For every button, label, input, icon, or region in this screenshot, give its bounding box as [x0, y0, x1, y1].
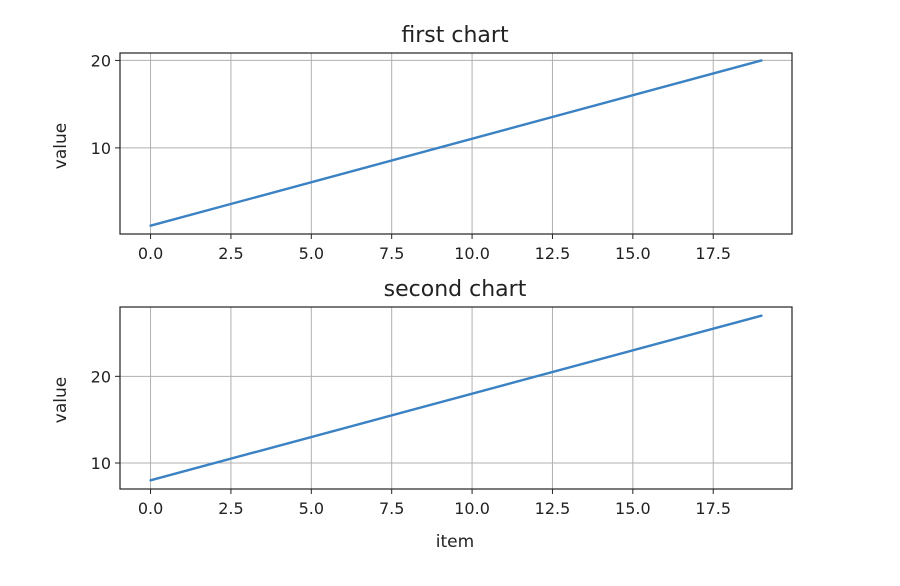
- x-tick-label: 7.5: [379, 244, 404, 263]
- y-axis-label: value: [51, 123, 71, 169]
- x-axis-label: item: [436, 532, 474, 552]
- plot-frame: [119, 52, 793, 235]
- x-tick-label: 2.5: [218, 499, 243, 518]
- y-tick-label: 20: [91, 51, 111, 70]
- chart-first: first chart value 0.0 2.5 5.0 7.5 10.0 12.5 15…: [51, 23, 793, 263]
- chart-title: second chart: [384, 277, 527, 302]
- x-tick-label: 2.5: [218, 244, 243, 263]
- y-tick-label: 10: [91, 139, 111, 158]
- chart-title: first chart: [401, 23, 509, 48]
- plot-frame: [119, 306, 793, 490]
- x-tick-label: 17.5: [695, 499, 731, 518]
- chart-second: second chart value item 0.0 2.5 5.0 7.5 10.0…: [51, 277, 793, 552]
- x-tick-label: 15.0: [615, 244, 651, 263]
- x-tick-label: 10.0: [454, 244, 490, 263]
- x-tick-label: 12.5: [535, 499, 571, 518]
- x-tick-label: 7.5: [379, 499, 404, 518]
- x-tick-label: 0.0: [138, 244, 163, 263]
- series-line: [149, 314, 763, 482]
- x-tick-label: 12.5: [535, 244, 571, 263]
- x-tick-label: 17.5: [695, 244, 731, 263]
- series-line: [149, 59, 763, 227]
- x-tick-label: 5.0: [299, 244, 324, 263]
- y-tick-label: 20: [91, 367, 111, 386]
- y-axis-label: value: [51, 377, 71, 423]
- x-tick-label: 15.0: [615, 499, 651, 518]
- x-tick-label: 0.0: [138, 499, 163, 518]
- y-tick-label: 10: [91, 454, 111, 473]
- x-tick-label: 5.0: [299, 499, 324, 518]
- x-tick-label: 10.0: [454, 499, 490, 518]
